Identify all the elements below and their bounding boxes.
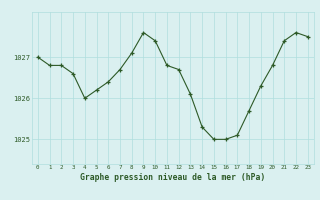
X-axis label: Graphe pression niveau de la mer (hPa): Graphe pression niveau de la mer (hPa) (80, 173, 265, 182)
